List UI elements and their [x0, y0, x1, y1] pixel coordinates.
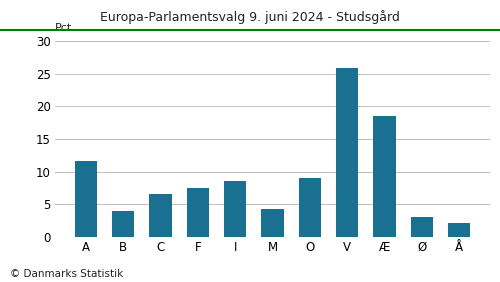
Bar: [262, 209, 283, 237]
Bar: [410, 217, 433, 237]
Bar: [373, 116, 396, 237]
Text: Europa-Parlamentsvalg 9. juni 2024 - Studsgård: Europa-Parlamentsvalg 9. juni 2024 - Stu…: [100, 10, 400, 24]
Bar: [150, 194, 172, 237]
Bar: [75, 161, 97, 237]
Bar: [112, 212, 134, 237]
Text: Pct.: Pct.: [55, 23, 76, 33]
Bar: [224, 181, 246, 237]
Bar: [298, 178, 321, 237]
Bar: [336, 68, 358, 237]
Bar: [448, 222, 470, 237]
Text: © Danmarks Statistik: © Danmarks Statistik: [10, 269, 123, 279]
Bar: [186, 188, 209, 237]
